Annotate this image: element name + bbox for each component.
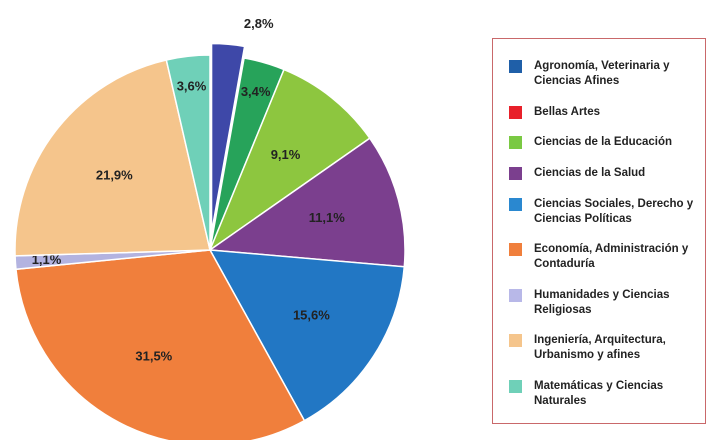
legend-label: Agronomía, Veterinaria y Ciencias Afines — [534, 60, 670, 87]
legend-item: Matemáticas y Ciencias Naturales — [509, 373, 705, 409]
slice-label: 3,6% — [177, 79, 207, 94]
legend-swatch — [509, 197, 522, 211]
legend-item: Ciencias de la Educación — [509, 129, 705, 150]
pie-slice — [208, 249, 406, 422]
pie-slice — [208, 68, 371, 253]
legend-item: Bellas Artes — [509, 99, 705, 120]
legend-label: Humanidades y Ciencias Religiosas — [534, 288, 670, 316]
pie-chart: 2,8%3,4%9,1%11,1%15,6%31,5%1,1%21,9%3,6% — [14, 16, 406, 440]
legend-swatch — [509, 60, 522, 73]
legend-item: Ciencias Sociales, Derecho y Ciencias Po… — [509, 191, 705, 227]
legend-swatch — [509, 288, 522, 302]
pie-slice — [15, 249, 306, 440]
slice-label: 31,5% — [135, 348, 172, 363]
legend-label: Ciencias de la Salud — [534, 166, 646, 179]
slice-label: 3,4% — [241, 84, 271, 99]
slice-label: 21,9% — [96, 168, 133, 183]
legend-label: Bellas Artes — [534, 105, 601, 118]
legend-swatch — [509, 334, 522, 348]
legend-item: Ciencias de la Salud — [509, 160, 705, 181]
slice-label: 9,1% — [271, 147, 301, 162]
legend-item: Agronomía, Veterinaria y Ciencias Afines — [509, 53, 705, 89]
pie-slice — [14, 59, 211, 257]
slice-label: 2,8% — [244, 16, 274, 31]
legend-swatch — [509, 105, 522, 119]
legend-swatch — [509, 380, 522, 393]
legend-label: Matemáticas y Ciencias Naturales — [534, 380, 664, 407]
legend-label: Ingeniería, Arquitectura, Urbanismo y af… — [534, 334, 666, 362]
legend-swatch — [509, 243, 522, 257]
legend-item: Economía, Administración y Contaduría — [509, 236, 705, 272]
legend: Agronomía, Veterinaria y Ciencias Afines… — [492, 38, 706, 424]
slice-label: 15,6% — [293, 307, 330, 322]
pie-slice — [209, 41, 247, 239]
legend-item: Humanidades y Ciencias Religiosas — [509, 282, 705, 318]
legend-swatch — [509, 136, 522, 150]
legend-label: Economía, Administración y Contaduría — [534, 243, 689, 271]
legend-swatch — [509, 166, 522, 180]
pie-slice — [165, 54, 211, 251]
slice-label: 11,1% — [309, 210, 346, 225]
legend-item: Ingeniería, Arquitectura, Urbanismo y af… — [509, 327, 705, 363]
legend-label: Ciencias Sociales, Derecho y Ciencias Po… — [534, 197, 694, 225]
legend-label: Ciencias de la Educación — [534, 136, 673, 149]
pie-slice — [207, 137, 406, 268]
